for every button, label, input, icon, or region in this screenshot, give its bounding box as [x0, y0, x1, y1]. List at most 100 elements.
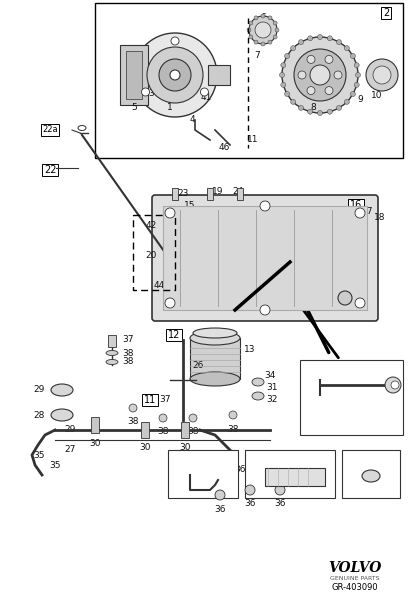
Text: 34: 34 — [264, 370, 276, 379]
Text: 36: 36 — [274, 499, 286, 508]
Circle shape — [351, 53, 356, 58]
Circle shape — [325, 55, 333, 64]
Text: 45: 45 — [184, 254, 196, 263]
Text: 19a: 19a — [369, 364, 386, 373]
Circle shape — [159, 59, 191, 91]
Bar — [91, 417, 99, 433]
Circle shape — [268, 16, 272, 20]
Bar — [342, 450, 400, 498]
Text: 19b: 19b — [306, 367, 323, 376]
Circle shape — [344, 46, 349, 50]
Circle shape — [307, 87, 315, 94]
Circle shape — [356, 73, 360, 78]
Circle shape — [325, 87, 333, 94]
Text: 2: 2 — [383, 8, 389, 18]
Text: GENUINE PARTS: GENUINE PARTS — [330, 576, 380, 581]
Circle shape — [281, 63, 286, 68]
Text: 38: 38 — [127, 418, 139, 427]
Circle shape — [165, 208, 175, 218]
Circle shape — [308, 109, 313, 114]
Text: 22: 22 — [44, 165, 56, 175]
Text: 9: 9 — [357, 96, 363, 105]
Bar — [141, 422, 149, 438]
Bar — [168, 450, 238, 498]
Circle shape — [307, 55, 315, 64]
Ellipse shape — [51, 384, 73, 396]
Circle shape — [354, 63, 359, 68]
Circle shape — [385, 377, 401, 393]
Circle shape — [141, 88, 150, 96]
Circle shape — [229, 411, 237, 419]
Text: 24: 24 — [232, 186, 244, 195]
Text: 3: 3 — [148, 88, 154, 97]
Circle shape — [171, 37, 179, 45]
Ellipse shape — [190, 372, 240, 386]
Text: 36: 36 — [244, 499, 256, 508]
Text: 13: 13 — [244, 346, 256, 355]
Bar — [181, 422, 189, 438]
Circle shape — [245, 485, 255, 495]
Circle shape — [147, 47, 203, 103]
Circle shape — [366, 59, 398, 91]
Bar — [265, 468, 325, 486]
Bar — [126, 51, 142, 99]
Text: 42: 42 — [146, 221, 157, 230]
Bar — [120, 45, 148, 105]
Text: 41: 41 — [200, 94, 212, 103]
Circle shape — [129, 404, 137, 412]
Ellipse shape — [252, 378, 264, 386]
Circle shape — [294, 49, 346, 101]
Text: 29: 29 — [34, 385, 45, 394]
Circle shape — [355, 208, 365, 218]
Text: 46: 46 — [218, 144, 230, 153]
Text: 35: 35 — [49, 460, 61, 469]
Text: 14: 14 — [334, 296, 346, 305]
Circle shape — [189, 414, 197, 422]
Ellipse shape — [51, 409, 73, 421]
Circle shape — [338, 291, 352, 305]
Circle shape — [275, 485, 285, 495]
Circle shape — [249, 16, 277, 44]
Circle shape — [261, 14, 265, 18]
Circle shape — [260, 305, 270, 315]
Text: 28: 28 — [34, 410, 45, 419]
Text: 33: 33 — [204, 451, 216, 460]
Text: 7: 7 — [254, 50, 260, 59]
Circle shape — [327, 109, 332, 114]
Bar — [172, 188, 178, 200]
Text: GR-403090: GR-403090 — [332, 584, 378, 593]
Circle shape — [273, 21, 277, 25]
Text: 11: 11 — [247, 135, 259, 144]
Circle shape — [170, 70, 180, 80]
Bar — [163, 206, 367, 310]
Bar — [108, 335, 116, 347]
Bar — [237, 188, 243, 200]
Circle shape — [355, 298, 365, 308]
Text: 35: 35 — [34, 451, 45, 460]
Text: 38: 38 — [187, 427, 199, 436]
Text: 40: 40 — [252, 453, 264, 463]
Bar — [208, 65, 230, 85]
Bar — [300, 360, 403, 435]
Text: 22a: 22a — [42, 126, 58, 135]
Text: 38: 38 — [227, 424, 239, 433]
Ellipse shape — [190, 331, 240, 345]
Text: 29: 29 — [64, 426, 76, 435]
Circle shape — [249, 35, 253, 39]
Circle shape — [215, 490, 225, 500]
Text: 10: 10 — [371, 91, 383, 100]
Text: VOLVO: VOLVO — [328, 561, 382, 575]
Text: 36: 36 — [234, 466, 246, 475]
Text: 43: 43 — [349, 453, 361, 463]
Circle shape — [298, 105, 303, 111]
Text: 25: 25 — [174, 466, 186, 475]
Circle shape — [284, 53, 290, 58]
Circle shape — [298, 40, 303, 44]
Circle shape — [279, 73, 284, 78]
Bar — [207, 188, 213, 200]
Circle shape — [201, 88, 208, 96]
Text: 32: 32 — [266, 395, 278, 404]
Circle shape — [165, 298, 175, 308]
Circle shape — [275, 28, 279, 32]
Ellipse shape — [106, 359, 118, 364]
